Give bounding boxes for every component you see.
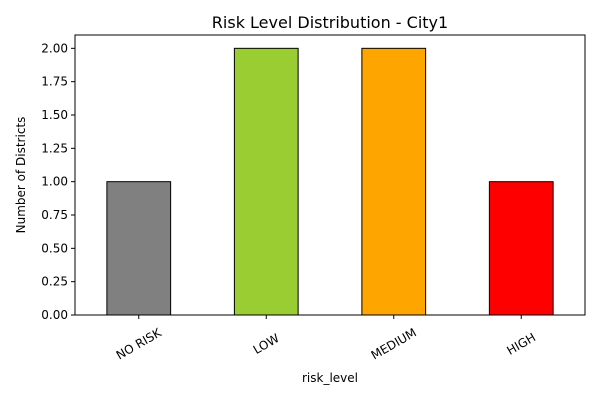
bar-no-risk bbox=[106, 181, 172, 316]
axes-frame bbox=[74, 34, 586, 316]
chart-title: Risk Level Distribution - City1 bbox=[212, 13, 448, 32]
y-tick-label: 1.25 bbox=[41, 141, 68, 155]
bar-medium bbox=[361, 47, 427, 316]
y-axis: 0.00 0.25 0.50 0.75 1.00 1.25 1.50 1.75 2.00 bbox=[41, 41, 75, 322]
y-tick-label: 0.25 bbox=[41, 275, 68, 289]
y-tick-label: 1.50 bbox=[41, 108, 68, 122]
y-tick-label: 0.00 bbox=[41, 308, 68, 322]
y-axis-label: Number of Districts bbox=[14, 117, 28, 234]
y-tick-label: 1.75 bbox=[41, 75, 68, 89]
y-tick-label: 0.75 bbox=[41, 208, 68, 222]
bar-low bbox=[233, 47, 299, 316]
y-tick-label: 1.00 bbox=[41, 175, 68, 189]
y-tick-label: 2.00 bbox=[41, 41, 68, 55]
plot-area bbox=[106, 47, 554, 316]
bar-high bbox=[488, 181, 554, 316]
x-axis-label: risk_level bbox=[302, 371, 358, 385]
y-tick-label: 0.50 bbox=[41, 241, 68, 255]
